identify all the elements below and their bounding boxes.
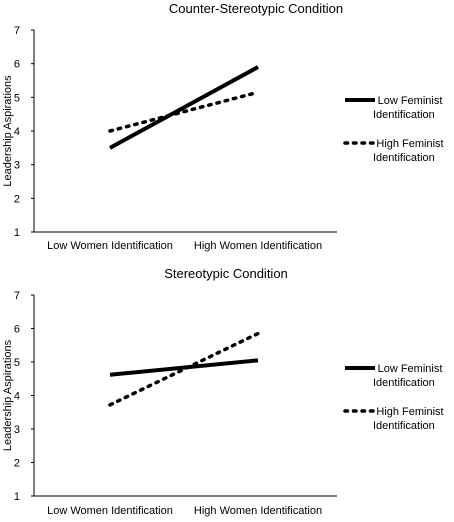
- chart-title: Stereotypic Condition: [164, 266, 288, 281]
- y-tick-label: 1: [14, 227, 20, 239]
- y-tick-label: 6: [14, 59, 20, 71]
- y-tick-label: 2: [14, 193, 20, 205]
- x-category-label: High Women Identification: [194, 505, 322, 517]
- y-tick-label: 5: [14, 357, 20, 369]
- series-line-low-feminist: [109, 65, 259, 150]
- y-tick-label: 4: [14, 391, 20, 403]
- y-tick-label: 5: [14, 92, 20, 104]
- y-tick-label: 1: [14, 491, 20, 503]
- legend-label: Identification: [373, 109, 435, 121]
- y-tick-label: 7: [14, 25, 20, 37]
- legend-label: Identification: [373, 377, 435, 389]
- chart-title: Counter-Stereotypic Condition: [169, 1, 343, 16]
- series-line-low-feminist: [109, 358, 259, 377]
- y-tick-label: 7: [14, 290, 20, 302]
- legend-label: Low Feminist: [378, 363, 443, 375]
- series-line-high-feminist: [108, 331, 260, 407]
- y-axis-label: Leadership Aspirations: [2, 75, 14, 187]
- y-axis-label: Leadership Aspirations: [2, 339, 14, 451]
- legend-label: Identification: [373, 420, 435, 432]
- x-category-label: Low Women Identification: [47, 240, 173, 252]
- series-line-high-feminist: [108, 90, 260, 133]
- x-category-label: Low Women Identification: [47, 505, 173, 517]
- legend-label: High Feminist: [376, 138, 443, 150]
- legend-label: Low Feminist: [378, 95, 443, 107]
- legend-label: High Feminist: [376, 406, 443, 418]
- x-category-label: High Women Identification: [194, 240, 322, 252]
- legend-label: Identification: [373, 152, 435, 164]
- chart-panel-2: Stereotypic Condition 1 2 3 4 5 6 7 Leadership A…: [2, 266, 444, 517]
- y-tick-label: 2: [14, 458, 20, 470]
- y-tick-label: 4: [14, 126, 20, 138]
- y-tick-label: 3: [14, 424, 20, 436]
- y-tick-label: 3: [14, 160, 20, 172]
- y-tick-label: 6: [14, 324, 20, 336]
- chart-panel-1: Counter-Stereotypic Condition 1 2 3 4 5 6 7 Lead…: [2, 1, 444, 252]
